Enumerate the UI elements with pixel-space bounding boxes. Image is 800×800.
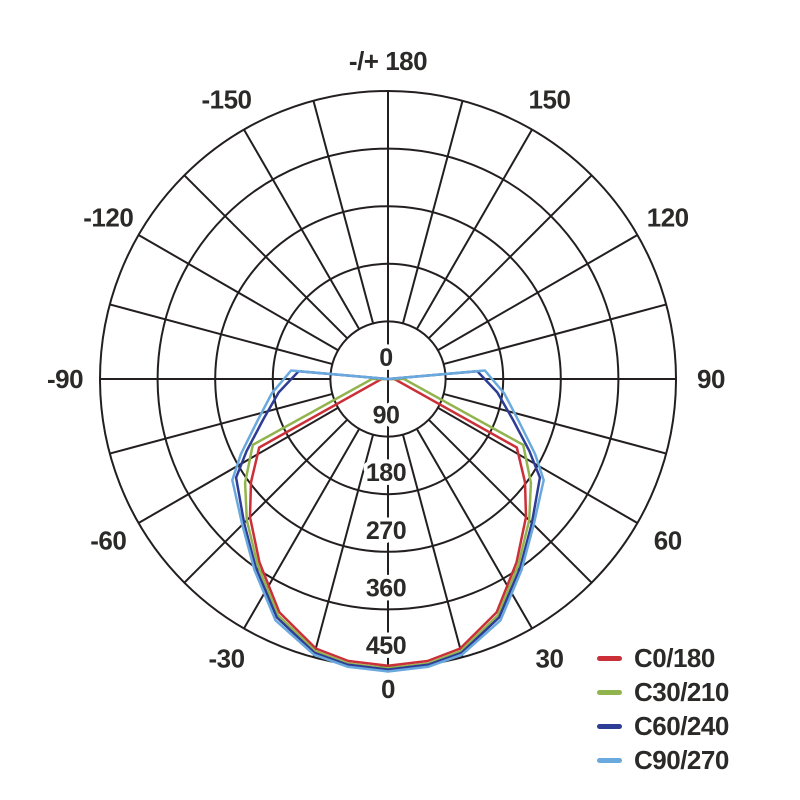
grid-spoke [428,419,593,584]
grid-spoke [183,419,348,584]
legend-swatch-c90-270 [597,758,622,763]
radial-tick-label-0: 0 [379,344,392,372]
grid-spoke [401,100,464,324]
radial-tick-label-90: 90 [373,402,400,430]
grid-spoke [138,234,339,352]
legend-label-c90-270: C90/270 [634,745,729,775]
grid-spoke [428,174,593,339]
radial-tick-label-270: 270 [366,517,406,545]
angle-label-30: 30 [536,644,564,674]
grid-spoke [415,129,533,330]
grid-spoke [109,303,333,366]
angle-label-90: 90 [697,364,725,394]
angle-label--120: -120 [83,203,133,233]
grid-spoke [443,392,667,455]
angle-label--150: -150 [201,84,251,114]
grid-spoke [183,174,348,339]
angle-label--180: -/+ 180 [349,46,427,76]
legend-item-c30-210: C30/210 [597,679,729,706]
angle-label--60: -60 [90,526,126,556]
series-curve-c30-210 [243,377,533,670]
legend-label-c30-210: C30/210 [634,677,729,707]
angle-label--90: -90 [47,364,83,394]
radial-tick-label-450: 450 [366,632,406,660]
grid-spoke [437,234,638,352]
angle-label-60: 60 [654,526,682,556]
series-curve-c0-180 [248,377,528,667]
angle-label--30: -30 [208,644,244,674]
legend-label-c60-240: C60/240 [634,711,729,741]
legend-swatch-c0-180 [597,656,622,661]
grid-spoke [109,392,333,455]
grid-spoke [443,303,667,366]
radial-tick-label-180: 180 [366,459,406,487]
angle-label-120: 120 [647,203,689,233]
grid-spoke [415,428,533,629]
legend: C0/180 C30/210 C60/240 C90/270 [597,645,729,774]
legend-swatch-c30-210 [597,690,622,695]
angle-label-150: 150 [529,84,571,114]
series-curve-c90-270 [231,369,545,673]
angle-label-0: 0 [381,674,395,704]
grid-spoke [243,129,361,330]
radial-tick-label-360: 360 [366,574,406,602]
grid-spoke [401,434,464,658]
grid-spoke [243,428,361,629]
series-curve-c60-240 [234,369,542,671]
legend-label-c0-180: C0/180 [634,643,715,673]
legend-item-c90-270: C90/270 [597,747,729,774]
legend-swatch-c60-240 [597,724,622,729]
legend-item-c60-240: C60/240 [597,713,729,740]
legend-item-c0-180: C0/180 [597,645,729,672]
grid-spoke [312,100,375,324]
grid-spoke [312,434,375,658]
